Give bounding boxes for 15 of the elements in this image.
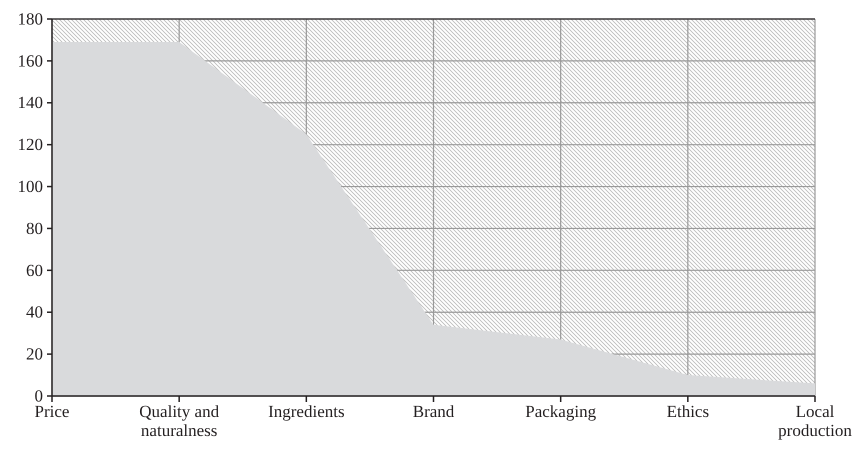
y-tick-label: 160 (18, 51, 43, 70)
y-tick-label: 140 (18, 93, 43, 112)
x-tick-label: Local production (778, 402, 852, 440)
x-tick-label: Packaging (525, 402, 597, 422)
y-tick-label: 120 (18, 135, 43, 154)
x-tick-label: Brand (412, 402, 455, 422)
y-tick-label: 60 (26, 260, 43, 280)
y-tick-label: 40 (26, 302, 43, 322)
y-tick-label: 80 (26, 218, 43, 238)
y-tick-label: 180 (18, 9, 43, 28)
y-tick-label: 100 (18, 176, 43, 196)
x-tick-label: Quality and naturalness (139, 402, 220, 440)
x-tick-label: Ethics (666, 402, 710, 422)
x-tick-label: Ingredients (268, 402, 345, 422)
y-tick-label: 20 (26, 344, 43, 364)
